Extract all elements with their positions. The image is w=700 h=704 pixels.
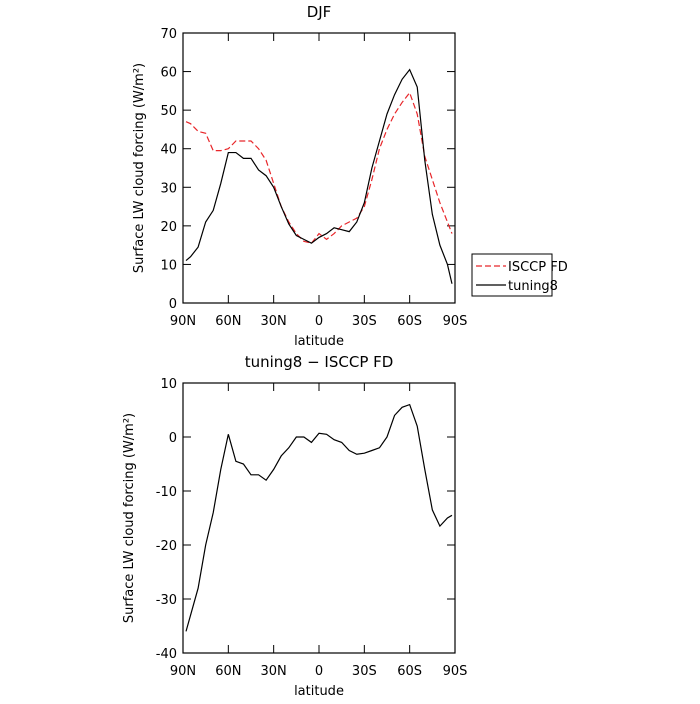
x-tick-label: 30S — [352, 314, 377, 329]
legend-box — [471, 253, 553, 297]
y-tick-label: 50 — [160, 104, 177, 119]
legend-label: ISCCP FD — [508, 260, 568, 275]
chart-title: DJF — [307, 3, 332, 21]
y-tick-label: 60 — [160, 66, 177, 81]
x-tick-label: 30N — [261, 664, 287, 679]
legend-label: tuning8 — [508, 279, 558, 294]
x-tick-label: 90S — [443, 314, 468, 329]
x-tick-label: 90N — [170, 664, 196, 679]
x-tick-label: 90N — [170, 314, 196, 329]
x-tick-label: 30S — [352, 664, 377, 679]
y-tick-label: 0 — [169, 431, 177, 446]
data-line — [185, 68, 453, 284]
y-tick-label: 40 — [160, 143, 177, 158]
x-axis-label: latitude — [294, 334, 344, 349]
x-tick-label: 30N — [261, 314, 287, 329]
data-line — [185, 403, 453, 632]
x-axis-label: latitude — [294, 684, 344, 699]
x-tick-label: 0 — [315, 664, 323, 679]
data-line — [185, 91, 453, 244]
y-tick-label: 20 — [160, 220, 177, 235]
y-tick-label: -40 — [156, 647, 177, 662]
y-tick-label: 30 — [160, 181, 177, 196]
x-tick-label: 60N — [215, 314, 241, 329]
x-tick-label: 0 — [315, 314, 323, 329]
y-axis-label: Surface LW cloud forcing (W/m²) — [122, 413, 137, 623]
chart-title: tuning8 − ISCCP FD — [245, 353, 394, 371]
y-tick-label: 0 — [169, 297, 177, 312]
x-tick-label: 60S — [397, 314, 422, 329]
y-tick-label: 10 — [160, 377, 177, 392]
x-tick-label: 60S — [397, 664, 422, 679]
plot-frame — [182, 382, 456, 654]
y-tick-label: 10 — [160, 258, 177, 273]
y-tick-label: -20 — [156, 539, 177, 554]
x-tick-label: 60N — [215, 664, 241, 679]
y-tick-label: -10 — [156, 485, 177, 500]
plot-frame — [182, 32, 456, 304]
y-tick-label: -30 — [156, 593, 177, 608]
y-tick-label: 70 — [160, 27, 177, 42]
y-axis-label: Surface LW cloud forcing (W/m²) — [132, 63, 147, 273]
x-tick-label: 90S — [443, 664, 468, 679]
